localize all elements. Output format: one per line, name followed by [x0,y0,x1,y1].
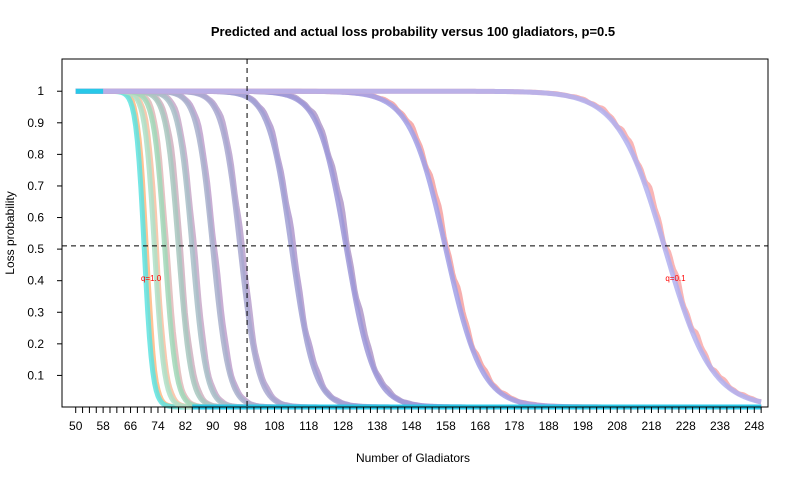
x-tick-label: 98 [234,419,248,433]
x-tick-label: 138 [367,419,387,433]
y-tick-label: 0.4 [27,274,44,288]
plot-frame [61,58,769,408]
x-tick-label: 74 [151,419,165,433]
y-tick-label: 0.6 [27,211,44,225]
curves-layer [74,88,762,410]
x-tick-label: 82 [179,419,193,433]
x-tick-label: 50 [69,419,83,433]
x-tick-label: 66 [124,419,138,433]
x-tick-label: 188 [539,419,559,433]
y-tick-label: 0.1 [27,368,44,382]
x-axis: 50 58 66 74 82 90 98 108 118 128 138 148 158 168 178 18… [69,407,765,433]
x-tick-label: 118 [299,419,318,433]
x-tick-label: 148 [402,419,422,433]
x-tick-label: 128 [333,419,353,433]
chart-title: Predicted and actual loss probability ve… [211,24,615,39]
y-axis-label: Loss probability [3,191,17,274]
annotations-layer: q=1.0 q=0.1 [141,274,686,283]
x-tick-label: 248 [744,419,764,433]
x-tick-label: 228 [676,419,696,433]
x-tick-label: 208 [607,419,627,433]
x-axis-label: Number of Gladiators [356,451,470,465]
y-tick-label: 0.8 [27,147,44,161]
y-tick-label: 0.5 [27,242,44,256]
x-tick-label: 178 [504,419,524,433]
x-tick-label: 58 [96,419,110,433]
x-tick-label: 108 [264,419,284,433]
x-tick-label: 198 [573,419,593,433]
x-tick-label: 90 [206,419,220,433]
y-axis: 1 0.9 0.8 0.7 0.6 0.5 0.4 0.3 0.2 0.1 [27,84,62,382]
y-tick-label: 0.3 [27,305,44,319]
x-tick-label: 168 [470,419,490,433]
y-tick-label: 0.9 [27,116,44,130]
predicted-curve-11 [74,88,762,405]
annotation-label: q=0.1 [665,274,686,283]
y-tick-label: 0.7 [27,179,44,193]
reference-lines-layer [62,59,768,407]
x-tick-label: 238 [710,419,730,433]
x-tick-label: 218 [641,419,661,433]
y-tick-label: 1 [37,84,44,98]
annotation-label: q=1.0 [141,274,162,283]
x-tick-label: 158 [436,419,456,433]
y-tick-label: 0.2 [27,337,44,351]
